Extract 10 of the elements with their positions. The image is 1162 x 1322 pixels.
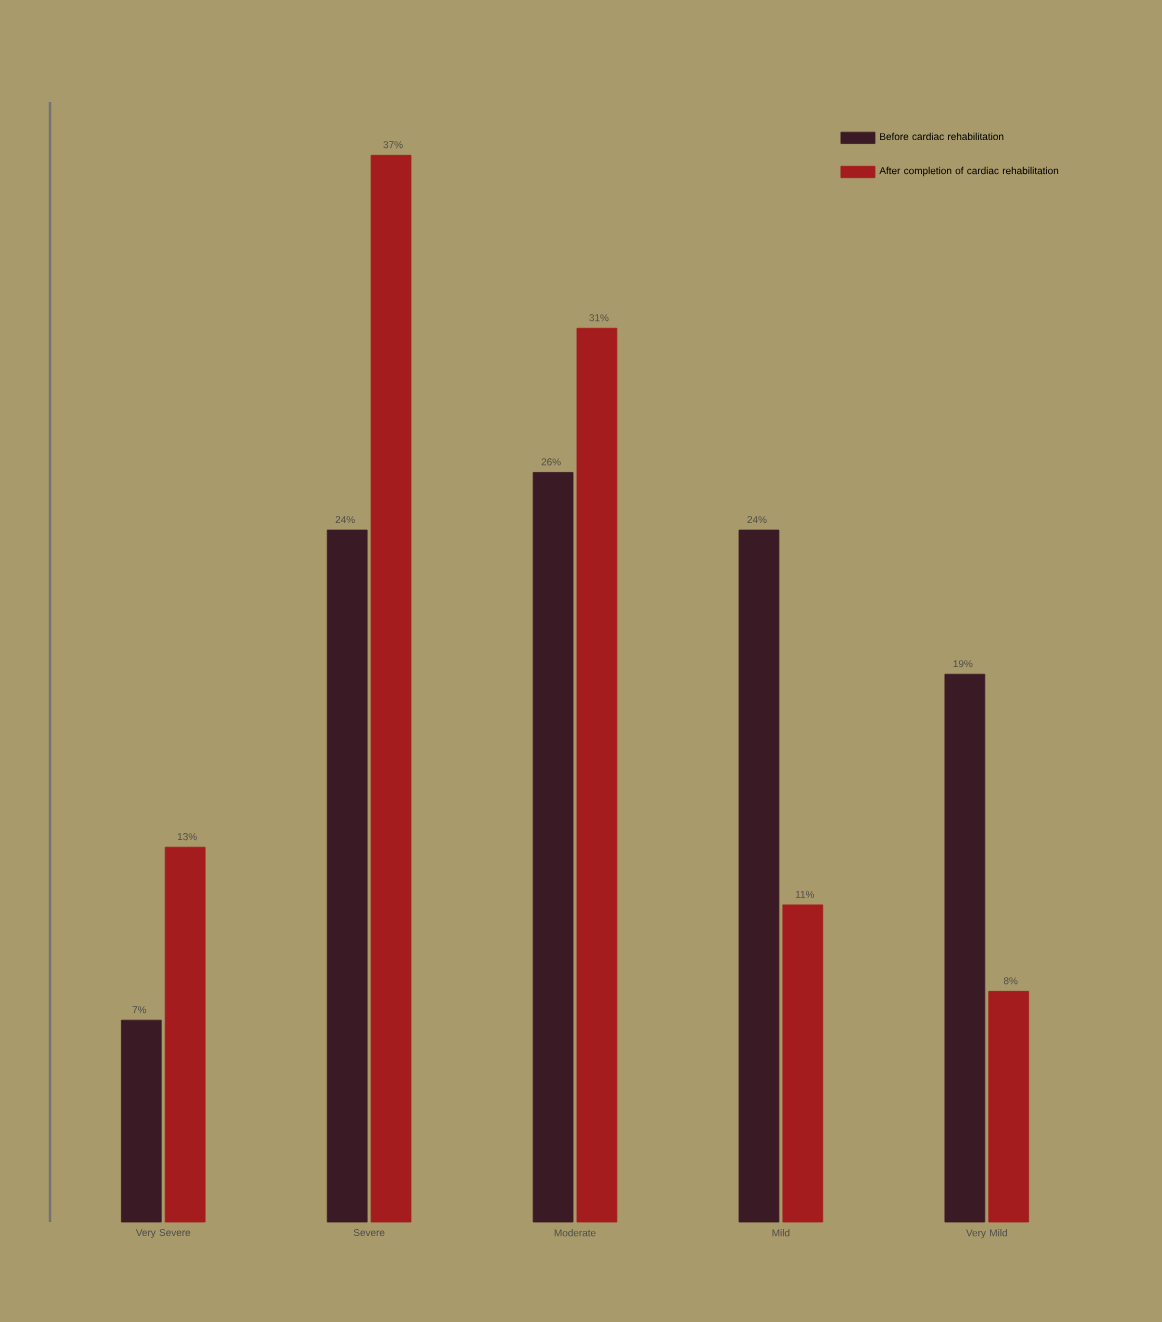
bar [782, 904, 824, 1223]
bar [988, 990, 1030, 1223]
bar [738, 529, 780, 1223]
bar [164, 846, 206, 1223]
bar [944, 673, 986, 1223]
bar [576, 327, 618, 1223]
bar [120, 1019, 162, 1223]
bar [532, 472, 574, 1223]
bar [370, 154, 412, 1223]
bar [326, 529, 368, 1223]
